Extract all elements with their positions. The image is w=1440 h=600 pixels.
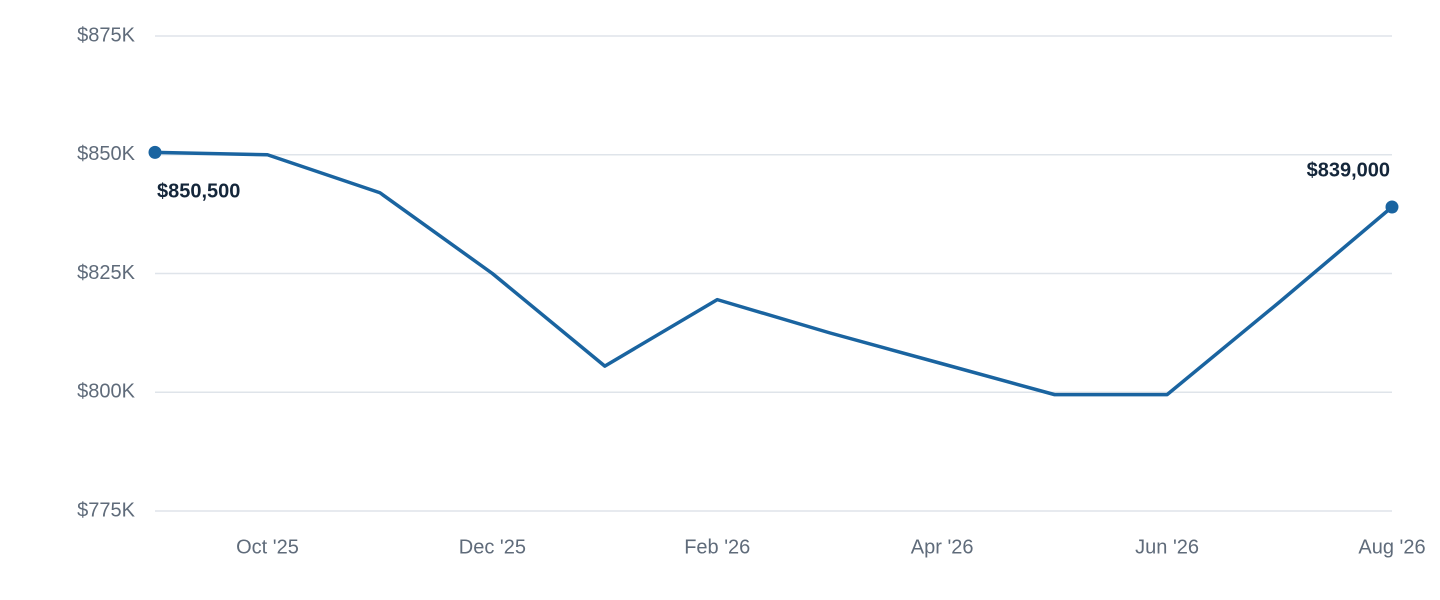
x-tick-label: Apr '26	[911, 536, 974, 558]
x-tick-label: Aug '26	[1358, 536, 1425, 558]
x-tick-label: Jun '26	[1135, 536, 1199, 558]
y-tick-label: $775K	[77, 499, 135, 521]
x-tick-label: Feb '26	[684, 536, 750, 558]
y-tick-label: $800K	[77, 381, 135, 403]
line	[154, 150, 1394, 397]
y-tick-label: $825K	[77, 262, 135, 284]
value-label: $839,000	[1307, 159, 1390, 181]
y-tick-label: $875K	[77, 24, 135, 46]
x-tick-label: Dec '25	[459, 536, 526, 558]
point	[1385, 200, 1399, 214]
y-tick-label: $850K	[77, 143, 135, 165]
value-label: $850,500	[157, 181, 240, 203]
point	[148, 145, 162, 159]
x-tick-label: Oct '25	[236, 536, 299, 558]
